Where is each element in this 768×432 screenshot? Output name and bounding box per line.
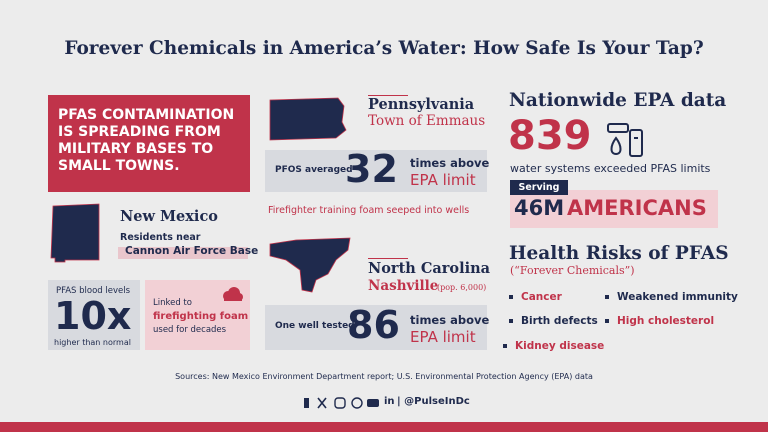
serving-label: Serving bbox=[510, 180, 568, 195]
stat-limit: EPA limit bbox=[410, 328, 476, 346]
location: Cannon Air Force Base bbox=[125, 245, 259, 257]
risk: High cholesterol bbox=[605, 315, 714, 327]
stat-note: higher than normal bbox=[54, 338, 131, 347]
stat-label: PFOS averaged bbox=[275, 165, 353, 175]
stat-suffix: times above bbox=[410, 313, 490, 327]
state-name: Pennsylvania bbox=[368, 96, 475, 113]
handle[interactable]: | @PulseInDc bbox=[397, 396, 470, 407]
risk: Birth defects bbox=[509, 315, 598, 327]
divider bbox=[368, 95, 408, 96]
stat-label: One well tested bbox=[275, 321, 355, 331]
town-name: Nashville bbox=[368, 278, 439, 294]
stat-value: 32 bbox=[345, 147, 398, 191]
divider bbox=[368, 258, 408, 259]
north-carolina-shape bbox=[269, 237, 351, 293]
note: Firefighter training foam seeped into we… bbox=[268, 205, 470, 216]
pennsylvania-shape bbox=[269, 97, 347, 141]
serving-unit: AMERICANS bbox=[567, 196, 707, 220]
stat-label: PFAS blood levels bbox=[56, 286, 131, 296]
link-prefix: Linked to bbox=[153, 298, 192, 308]
stat-limit: EPA limit bbox=[410, 171, 476, 189]
water-icon bbox=[607, 123, 643, 157]
state-name: New Mexico bbox=[120, 208, 218, 225]
link-box: Linked to firefighting foam used for dec… bbox=[145, 280, 250, 350]
risk: Cancer bbox=[509, 291, 562, 303]
section-title: Health Risks of PFAS bbox=[509, 243, 729, 264]
serving-box: 46M AMERICANS bbox=[510, 190, 718, 228]
state-name: North Carolina bbox=[368, 260, 491, 277]
risk: Kidney disease bbox=[503, 340, 604, 352]
stat-value: 86 bbox=[347, 303, 400, 347]
cloud-icon bbox=[223, 287, 243, 301]
link-note: used for decades bbox=[153, 325, 227, 335]
stat-value: 10x bbox=[54, 294, 132, 338]
town-name: Town of Emmaus bbox=[368, 113, 486, 129]
section-subtitle: (“Forever Chemicals”) bbox=[510, 264, 635, 277]
stat-box: PFAS blood levels 10x higher than normal bbox=[48, 280, 140, 350]
link-cause: firefighting foam bbox=[153, 311, 249, 322]
serving-number: 46M bbox=[514, 196, 565, 220]
bottom-bar bbox=[0, 422, 768, 432]
headline: PFAS CONTAMINATION IS SPREADING FROM MIL… bbox=[58, 107, 235, 174]
population: (pop. 6,000) bbox=[437, 283, 487, 292]
stat-box: One well tested 86 times above EPA limit bbox=[265, 303, 490, 350]
stat-box: PFOS averaged 32 times above EPA limit bbox=[265, 147, 490, 192]
highlight bbox=[118, 247, 248, 259]
count: 839 bbox=[508, 113, 592, 159]
stat-suffix: times above bbox=[410, 156, 490, 170]
linkedin[interactable]: in bbox=[384, 396, 395, 407]
sources: Sources: New Mexico Environment Departme… bbox=[175, 372, 593, 381]
count-note: water systems exceeded PFAS limits bbox=[510, 162, 711, 175]
title: Forever Chemicals in America’s Water: Ho… bbox=[64, 38, 704, 59]
headline-box: PFAS CONTAMINATION IS SPREADING FROM MIL… bbox=[48, 95, 250, 192]
new-mexico-shape bbox=[50, 203, 100, 263]
section-title: Nationwide EPA data bbox=[509, 90, 727, 111]
subtitle: Residents near bbox=[120, 232, 201, 243]
risk: Weakened immunity bbox=[605, 291, 738, 303]
social-icons bbox=[304, 397, 379, 409]
